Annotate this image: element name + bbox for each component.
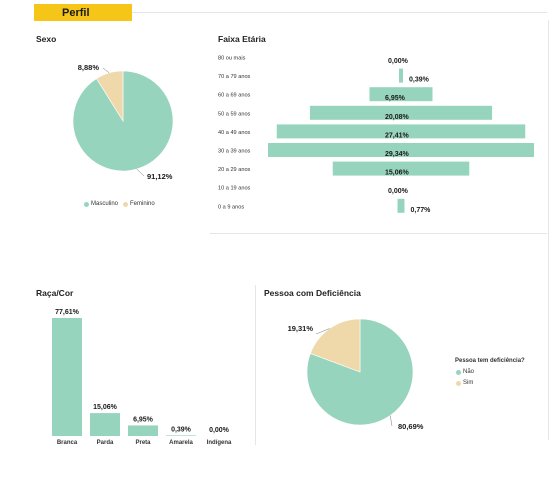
bar-branca — [52, 318, 82, 436]
data-label-nao: 80,69% — [398, 422, 424, 431]
data-label-indigena: 0,00% — [209, 427, 230, 434]
data-label-masculino: 91,12% — [147, 172, 173, 181]
legend-item-nao: Não — [456, 369, 474, 375]
category-label-branca: Branca — [57, 440, 78, 446]
category-label-80-ou-mais: 80 ou mais — [218, 56, 246, 62]
data-label-40-a-49-anos: 27,41% — [385, 132, 410, 139]
data-label-60-a-69-anos: 6,95% — [385, 95, 406, 102]
data-label-20-a-29-anos: 15,06% — [385, 170, 410, 177]
data-label-parda: 15,06% — [93, 404, 118, 411]
panel-divider — [255, 285, 256, 445]
category-label-amarela: Amarela — [169, 440, 193, 446]
bar-20-a-29-anos — [332, 161, 470, 176]
legend-swatch-nao — [456, 369, 461, 375]
data-label-50-a-59-anos: 20,08% — [385, 114, 410, 121]
category-label-parda: Parda — [97, 440, 114, 446]
data-label-30-a-39-anos: 29,34% — [385, 151, 410, 158]
data-label-80-ou-mais: 0,00% — [388, 58, 409, 65]
data-label-amarela: 0,39% — [171, 426, 192, 433]
category-label-40-a-49-anos: 40 a 49 anos — [218, 130, 251, 136]
leader-line-masculino — [136, 168, 145, 177]
bar-30-a-39-anos — [268, 143, 534, 157]
pie-slice-feminino — [96, 70, 124, 123]
category-label-20-a-29-anos: 20 a 29 anos — [218, 167, 251, 173]
bar-0-a-9-anos — [397, 198, 405, 213]
category-label-30-a-39-anos: 30 a 39 anos — [218, 149, 251, 155]
tab-perfil[interactable]: Perfil — [34, 4, 132, 21]
category-label-preta: Preta — [135, 440, 151, 446]
category-label-50-a-59-anos: 50 a 59 anos — [218, 111, 251, 117]
data-label-branca: 77,61% — [55, 309, 80, 316]
category-label-indigena: Indígena — [207, 440, 232, 446]
legend-item-sim: Sim — [456, 380, 473, 386]
data-label-70-a-79-anos: 0,39% — [409, 77, 430, 84]
data-label-sim: 19,31% — [288, 324, 314, 333]
bar-parda — [90, 413, 120, 436]
data-label-feminino: 8,88% — [78, 63, 100, 72]
right-divider — [548, 20, 549, 440]
category-label-0-a-9-anos: 0 a 9 anos — [218, 204, 244, 210]
legend-label-feminino: Feminino — [130, 201, 155, 207]
header-divider — [132, 12, 547, 13]
chart-title-deficiencia: Pessoa com Deficiência — [264, 288, 361, 298]
legend-label-masculino: Masculino — [91, 201, 119, 207]
legend-title-deficiencia: Pessoa tem deficiência? — [455, 358, 525, 364]
legend-sexo: Masculino Feminino — [84, 201, 155, 207]
chart-title-raca-cor: Raça/Cor — [36, 288, 74, 298]
legend-swatch-sim — [456, 380, 461, 386]
leader-line-sim — [315, 328, 330, 335]
chart-title-sexo: Sexo — [36, 34, 57, 44]
data-label-preta: 6,95% — [133, 416, 154, 423]
category-label-10-a-19-anos: 10 a 19 anos — [218, 186, 251, 192]
pie-slice-sim — [309, 318, 361, 373]
chart-title-faixa-etaria: Faixa Etária — [218, 34, 266, 44]
bar-amarela — [166, 435, 196, 436]
legend-swatch-feminino — [123, 201, 129, 207]
bar-50-a-59-anos — [309, 105, 493, 120]
leader-line-nao — [389, 415, 393, 427]
bar-40-a-49-anos — [276, 124, 526, 139]
data-label-0-a-9-anos: 0,77% — [410, 207, 431, 214]
tab-label: Perfil — [62, 6, 90, 19]
legend-swatch-masculino — [84, 201, 89, 207]
category-label-70-a-79-anos: 70 a 79 anos — [218, 74, 251, 80]
category-label-60-a-69-anos: 60 a 69 anos — [218, 93, 251, 99]
bar-preta — [128, 425, 158, 436]
leader-line-feminino — [102, 67, 110, 74]
bar-70-a-79-anos — [399, 68, 403, 83]
bar-60-a-69-anos — [369, 87, 433, 102]
legend-label-sim: Sim — [463, 380, 474, 386]
data-label-10-a-19-anos: 0,00% — [388, 188, 409, 195]
section-divider — [210, 233, 547, 234]
legend-label-nao: Não — [463, 369, 475, 375]
